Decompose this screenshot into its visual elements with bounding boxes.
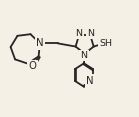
Text: O: O bbox=[29, 61, 37, 71]
Text: N: N bbox=[75, 29, 82, 38]
Text: N: N bbox=[36, 38, 44, 48]
Text: N: N bbox=[81, 51, 88, 60]
Text: N: N bbox=[86, 76, 94, 86]
Text: SH: SH bbox=[99, 39, 112, 48]
Text: N: N bbox=[87, 29, 94, 38]
